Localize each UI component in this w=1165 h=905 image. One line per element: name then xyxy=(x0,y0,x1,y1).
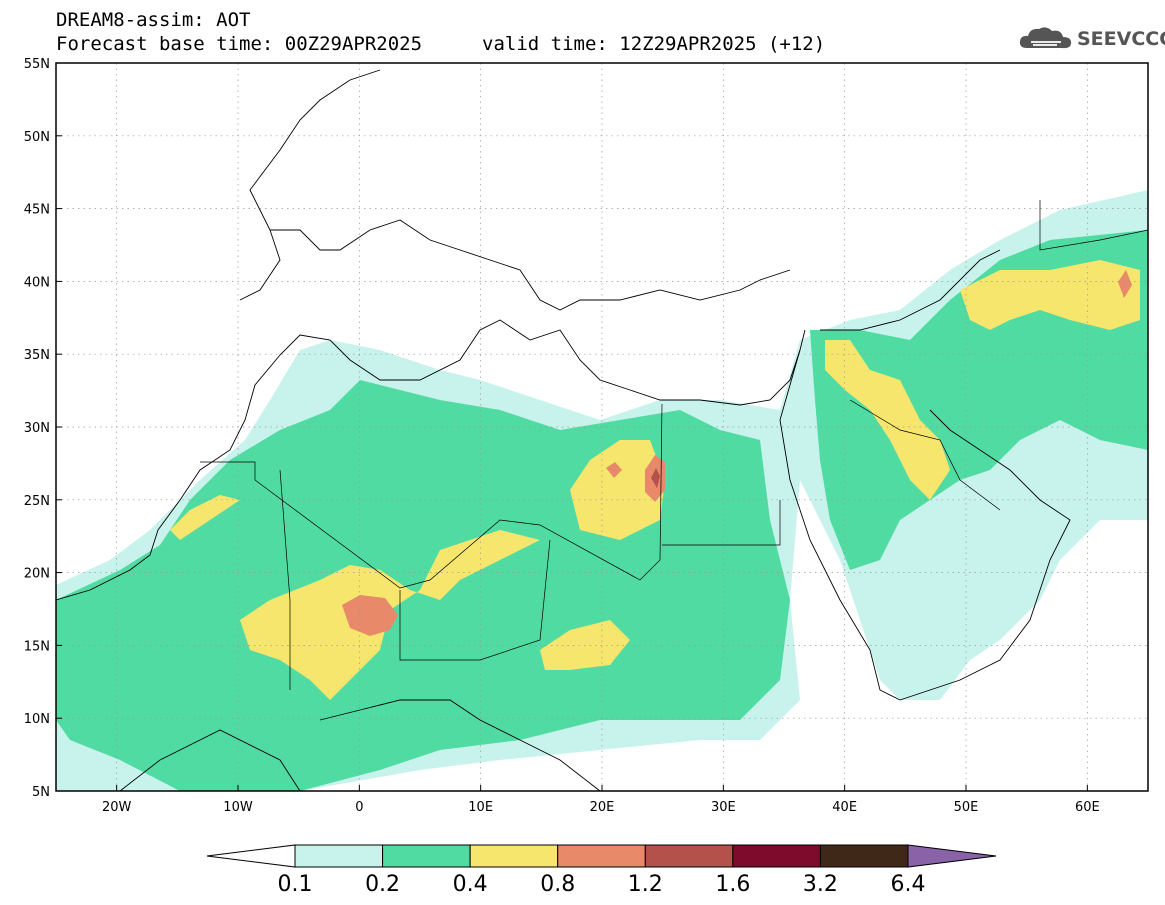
colorbar-level-label: 0.4 xyxy=(452,872,488,897)
colorbar-level-label: 0.1 xyxy=(277,872,313,897)
colorbar-level-label: 0.2 xyxy=(365,872,401,897)
colorbar-level-label: 6.4 xyxy=(890,872,926,897)
aot-contour-0.4-b xyxy=(540,620,630,670)
colorbar-box xyxy=(294,844,384,868)
lat-tick-label: 30N xyxy=(24,421,50,436)
lat-tick-label: 5N xyxy=(32,785,50,800)
colorbar-box xyxy=(557,844,646,868)
lat-tick-label: 35N xyxy=(24,348,50,363)
map-title: DREAM8-assim: AOT xyxy=(56,9,251,31)
lon-tick-label: 20W xyxy=(102,800,132,815)
aot-contour-0.4 xyxy=(240,440,665,700)
aot-contour-0.8 xyxy=(342,595,398,636)
lat-tick-label: 40N xyxy=(24,275,50,290)
lon-tick-label: 60E xyxy=(1075,800,1100,815)
aot-contour-0.8-d xyxy=(1118,270,1132,298)
aot-contour-1.2 xyxy=(651,468,660,488)
colorbar-box xyxy=(382,844,471,868)
aot-field xyxy=(56,190,1148,791)
lon-tick-label: 40E xyxy=(832,800,857,815)
lat-tick-label: 50N xyxy=(24,130,50,145)
lon-tick-label: 50E xyxy=(954,800,979,815)
lon-tick-label: 0 xyxy=(355,800,363,815)
colorbar-level-label: 1.2 xyxy=(627,872,663,897)
coastlines xyxy=(56,69,1071,791)
country-borders xyxy=(200,200,1148,690)
lon-tick-label: 20E xyxy=(590,800,615,815)
aot-contour-0.4-c xyxy=(170,495,240,540)
colorbar-level-label: 3.2 xyxy=(802,872,838,897)
colorbar-level-label: 0.8 xyxy=(540,872,576,897)
colorbar-over-arrow xyxy=(907,844,997,868)
lat-tick-label: 25N xyxy=(24,494,50,509)
valid-time: valid time: 12Z29APR2025 (+12) xyxy=(482,33,826,55)
axis-ticks: 20W 10W 0 10E 20E 30E 40E 50E 60E 55N 50N 45N 40N 35N… xyxy=(24,57,1100,815)
lat-tick-label: 10N xyxy=(24,712,50,727)
forecast-base-time: Forecast base time: 00Z29APR2025 xyxy=(56,33,423,55)
colorbar-under-arrow xyxy=(206,844,296,868)
lon-tick-label: 10W xyxy=(223,800,253,815)
aot-contour-0.4-e xyxy=(960,260,1140,330)
lat-tick-label: 55N xyxy=(24,57,50,72)
lat-tick-label: 15N xyxy=(24,639,50,654)
seevccc-logo: SEEVCCC xyxy=(1017,24,1165,56)
lat-tick-label: 20N xyxy=(24,567,50,582)
gridlines xyxy=(56,63,1148,791)
colorbar-level-label: 1.6 xyxy=(715,872,751,897)
aot-contour-0.4-d xyxy=(825,340,950,500)
colorbar xyxy=(206,844,997,868)
lon-tick-label: 10E xyxy=(468,800,493,815)
lon-tick-label: 30E xyxy=(711,800,736,815)
colorbar-box xyxy=(819,844,909,868)
logo-text: SEEVCCC xyxy=(1077,28,1165,50)
colorbar-box xyxy=(644,844,734,868)
colorbar-box xyxy=(469,844,559,868)
aot-contour-0.8-c xyxy=(606,462,622,478)
cloud-icon xyxy=(1019,27,1072,49)
colorbar-box xyxy=(732,844,821,868)
lat-tick-label: 45N xyxy=(24,203,50,218)
